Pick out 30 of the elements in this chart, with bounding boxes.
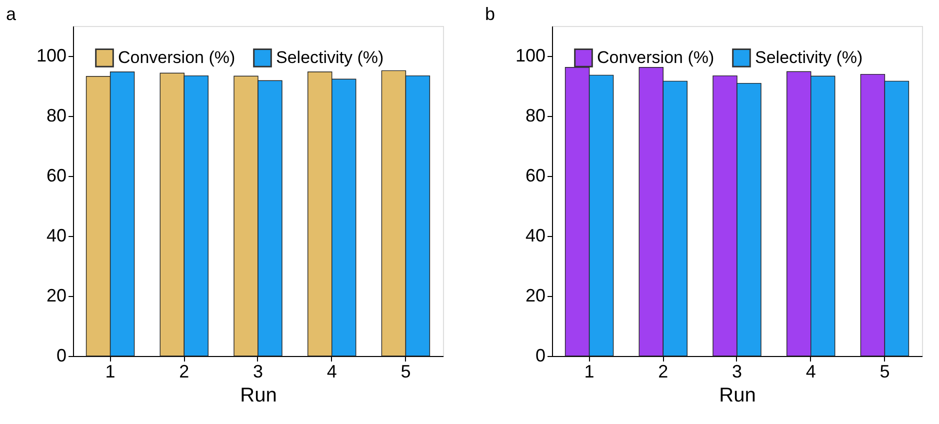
y-tick-label: 20 <box>46 286 66 306</box>
y-tick-label: 60 <box>46 166 66 186</box>
x-tick-label: 3 <box>732 362 742 382</box>
x-tick-label: 1 <box>105 362 116 382</box>
y-tick-label: 40 <box>525 226 546 246</box>
y-tick-label: 0 <box>535 346 546 366</box>
y-tick-label: 80 <box>525 106 546 126</box>
x-tick-label: 2 <box>658 362 668 382</box>
y-tick-label: 100 <box>515 46 546 66</box>
y-tick-label: 20 <box>525 286 546 306</box>
y-tick-label: 60 <box>525 166 546 186</box>
x-axis-title: Run <box>240 384 277 406</box>
x-tick-label: 4 <box>326 362 337 382</box>
legend-label: Conversion (%) <box>118 48 236 67</box>
legend-label: Conversion (%) <box>597 48 714 67</box>
x-tick-label: 3 <box>252 362 264 382</box>
chart-title: b <box>484 4 495 24</box>
legend-label: Selectivity (%) <box>755 48 863 67</box>
y-tick-label: 80 <box>46 106 66 126</box>
x-tick-label: 5 <box>400 362 411 382</box>
y-tick-label: 100 <box>36 46 66 66</box>
x-tick-label: 5 <box>880 362 890 382</box>
x-tick-label: 1 <box>584 362 594 382</box>
chart-title: a <box>6 4 17 24</box>
x-tick-label: 2 <box>179 362 190 382</box>
legend-label: Selectivity (%) <box>276 48 384 67</box>
x-axis-title: Run <box>719 384 756 406</box>
y-tick-label: 40 <box>46 226 66 246</box>
x-tick-label: 4 <box>806 362 816 382</box>
y-tick-label: 0 <box>56 346 66 366</box>
